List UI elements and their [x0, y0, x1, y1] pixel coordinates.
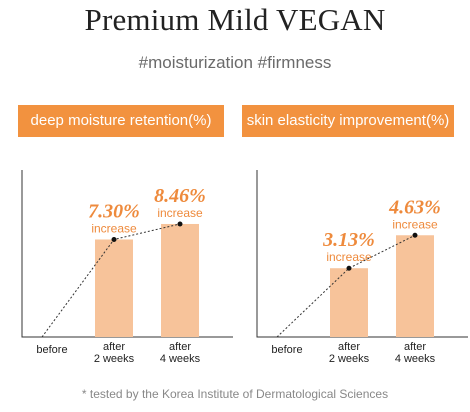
- bar: [330, 268, 368, 337]
- tick-label: before: [271, 344, 302, 356]
- tick-label: 2 weeks: [94, 353, 135, 365]
- tick-label: after: [103, 341, 125, 353]
- tick-label: after: [404, 341, 426, 353]
- chart-title-moisture: deep moisture retention(%): [18, 105, 224, 137]
- data-label: 3.13%: [322, 229, 375, 251]
- increase-label: increase: [157, 206, 203, 220]
- footnote: * tested by the Korea Institute of Derma…: [81, 387, 389, 401]
- chart-title-elasticity: skin elasticity improvement(%): [242, 105, 454, 137]
- page-subtitle: #moisturization #firmness: [138, 53, 332, 72]
- bar: [161, 223, 199, 337]
- data-point: [111, 236, 117, 242]
- tick-label: after: [169, 341, 191, 353]
- increase-label: increase: [91, 221, 137, 235]
- tick-label: 4 weeks: [160, 353, 201, 365]
- data-point: [346, 265, 352, 271]
- data-point: [412, 232, 418, 238]
- data-label: 4.63%: [388, 196, 441, 218]
- tick-label: after: [338, 341, 360, 353]
- trend-line: [276, 234, 416, 338]
- data-label: 7.30%: [88, 200, 140, 222]
- page-title: Premium Mild VEGAN: [84, 2, 386, 37]
- bar: [396, 235, 434, 337]
- tick-label: 4 weeks: [395, 353, 436, 365]
- data-label: 8.46%: [154, 185, 206, 207]
- bar: [95, 239, 133, 337]
- data-point: [177, 221, 183, 227]
- tick-label: 2 weeks: [329, 353, 370, 365]
- increase-label: increase: [326, 250, 372, 264]
- increase-label: increase: [392, 217, 438, 231]
- tick-label: before: [36, 344, 67, 356]
